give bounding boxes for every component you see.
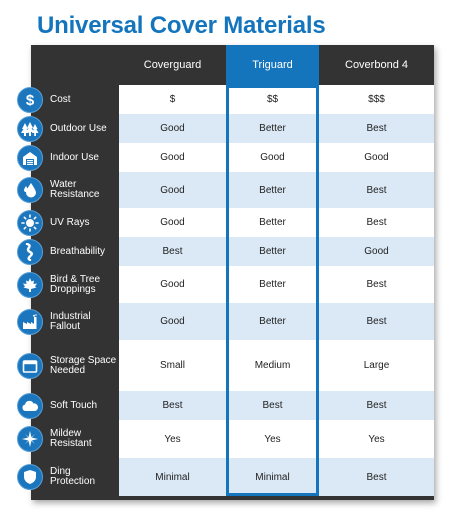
table-cell: Good: [260, 152, 285, 163]
row-label-text: Ding Protection: [50, 466, 96, 487]
column-header-triguard: Triguard: [226, 45, 319, 85]
table-cell: Best: [366, 123, 387, 134]
row-label: Industrial Fallout: [50, 303, 118, 340]
mildew-icon: [17, 426, 43, 452]
table-cell: Best: [366, 316, 387, 327]
table-cell: Yes: [368, 433, 385, 445]
table-cell: Good: [160, 123, 185, 134]
table-row: [119, 237, 434, 266]
water-drop-icon: [17, 177, 43, 203]
table-row: [119, 420, 434, 458]
garage-icon: [17, 144, 43, 171]
table-cell: Best: [262, 400, 283, 411]
row-label: Ding Protection: [50, 458, 118, 496]
row-label: Outdoor Use: [50, 114, 118, 143]
table-cell: Best: [162, 246, 183, 257]
table-row: [119, 266, 434, 303]
table-row: [119, 114, 434, 143]
column-header-coverguard: Coverguard: [143, 59, 202, 71]
row-label-text: Mildew Resistant: [50, 428, 92, 449]
svg-text:$: $: [26, 92, 35, 108]
row-label-text: Outdoor Use: [50, 122, 107, 134]
row-label: Cost: [50, 85, 118, 114]
table-cell: Best: [366, 279, 387, 290]
storage-box-icon: [17, 352, 43, 379]
row-label: Breathability: [50, 237, 118, 266]
table-row: [119, 172, 434, 208]
row-label-text: Cost: [50, 93, 71, 105]
table-cell: Better: [259, 316, 286, 327]
row-label: Soft Touch: [50, 391, 118, 420]
table-row: [119, 391, 434, 420]
sun-icon: [17, 209, 43, 236]
table-cell: Good: [160, 279, 185, 290]
table-cell: Best: [366, 471, 387, 483]
table-row: [119, 458, 434, 496]
table-cell: Better: [259, 246, 286, 257]
table-cell: Better: [259, 123, 286, 134]
cloud-icon: [17, 392, 43, 419]
row-label: Storage Space Needed: [50, 340, 118, 391]
table-cell: $$$: [368, 94, 385, 105]
table-cell: Better: [259, 279, 286, 290]
table-cell: Small: [159, 360, 185, 371]
row-label-text: Bird & Tree Droppings: [50, 273, 101, 295]
row-label: Mildew Resistant: [50, 420, 118, 458]
table-cell: Good: [160, 184, 185, 196]
row-label-text: Storage Space Needed: [50, 354, 117, 376]
table-cell: Large: [363, 360, 390, 371]
dollar-icon: $: [17, 86, 43, 113]
page-title: Universal Cover Materials: [37, 12, 326, 39]
row-label-text: UV Rays: [50, 216, 90, 228]
row-label-text: Soft Touch: [50, 399, 98, 411]
trees-icon: [17, 115, 43, 142]
table-cell: Good: [160, 217, 185, 228]
table-cell: Best: [366, 217, 387, 228]
row-label: Indoor Use: [50, 143, 118, 172]
table-row: [119, 143, 434, 172]
shield-icon: [17, 464, 43, 490]
row-label: UV Rays: [50, 208, 118, 237]
table-cell: Good: [364, 246, 389, 257]
table-cell: Best: [162, 400, 183, 411]
table-cell: Best: [366, 400, 387, 411]
table-cell: Minimal: [155, 471, 190, 483]
table-cell: Better: [259, 184, 286, 196]
column-header-coverbond-4: Coverbond 4: [345, 59, 408, 71]
table-cell: Yes: [264, 433, 281, 445]
table-row: [119, 340, 434, 391]
table-cell: Medium: [254, 360, 291, 371]
table-cell: Good: [160, 316, 185, 327]
factory-icon: [17, 308, 43, 335]
row-label-text: Industrial Fallout: [50, 310, 91, 332]
table-cell: Yes: [164, 433, 181, 445]
table-cell: Good: [364, 152, 389, 163]
table-row: [119, 303, 434, 340]
row-label: Bird & Tree Droppings: [50, 266, 118, 303]
table-cell: Best: [366, 184, 387, 196]
row-label-text: Indoor Use: [50, 151, 99, 163]
table-cell: Minimal: [255, 471, 290, 483]
table-cell: $: [169, 94, 176, 105]
table-cell: $$: [266, 94, 279, 105]
row-label-text: Water Resistance: [50, 179, 100, 200]
wind-icon: [17, 238, 43, 265]
table-cell: Good: [160, 152, 185, 163]
row-label: Water Resistance: [50, 172, 118, 208]
table-row: [119, 208, 434, 237]
leaf-icon: [17, 271, 43, 298]
table-row: [119, 85, 434, 114]
row-label-text: Breathability: [50, 245, 106, 257]
table-cell: Better: [259, 217, 286, 228]
